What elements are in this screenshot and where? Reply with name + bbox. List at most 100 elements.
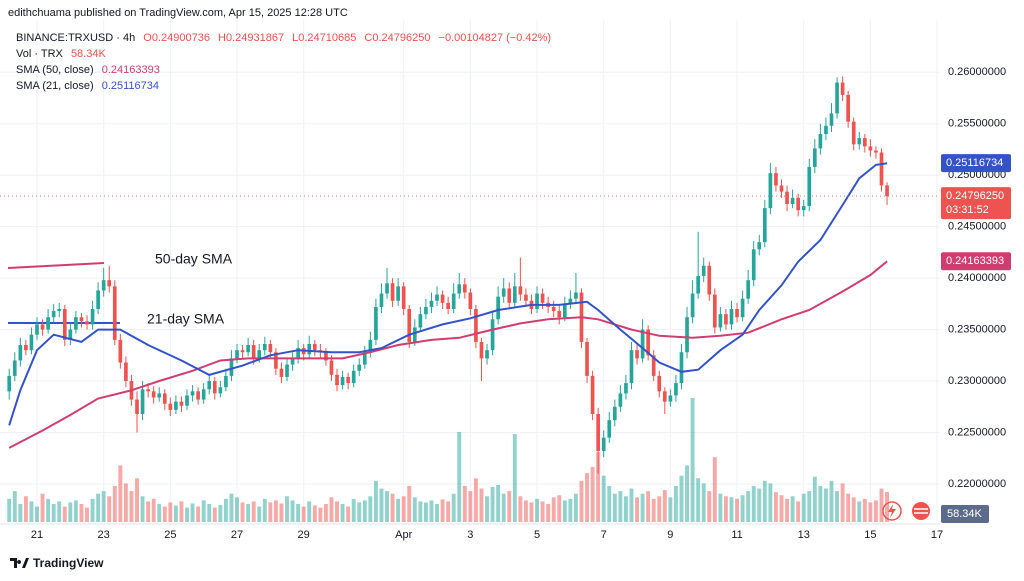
volume-bar — [135, 478, 139, 522]
volume-bar — [601, 475, 606, 522]
legend-row: BINANCE:TRXUSD · 4h O0.24900736 H0.24931… — [16, 30, 556, 46]
volume-bar — [212, 507, 217, 522]
candle-body — [607, 420, 612, 438]
legend-sma21-value: 0.25116734 — [101, 80, 160, 92]
candle-body — [624, 383, 628, 394]
candle-body — [724, 314, 728, 325]
volume-bar — [773, 492, 778, 522]
x-tick-label: 9 — [667, 529, 673, 541]
candle-body — [290, 358, 295, 365]
candle-body — [729, 308, 734, 325]
volume-bar — [696, 478, 701, 522]
price-label-box — [941, 252, 1011, 271]
candle-body — [235, 350, 239, 359]
sma50-annotation: 50-day SMA — [155, 251, 233, 267]
volume-bar — [329, 497, 334, 522]
volume-bar — [335, 501, 339, 522]
volume-bar — [873, 500, 878, 522]
volume-bar — [396, 498, 401, 522]
volume-bar — [179, 501, 184, 522]
volume-bar — [651, 498, 656, 522]
x-tick-label: 17 — [931, 529, 943, 541]
volume-bar — [296, 503, 301, 522]
volume-bar — [196, 506, 201, 522]
candle-body — [718, 314, 723, 328]
volume-title: Vol · TRX — [16, 48, 63, 60]
candle-body — [674, 383, 678, 396]
volume-bar — [190, 503, 195, 522]
volume-bar — [501, 493, 506, 522]
volume-bar — [96, 493, 101, 522]
candle-body — [679, 352, 684, 384]
volume-bar — [62, 506, 67, 522]
candle-body — [885, 185, 889, 197]
volume-bar — [718, 493, 723, 522]
legend-row: SMA (50, close) 0.24163393 — [16, 62, 556, 78]
candle-body — [762, 208, 767, 243]
volume-bar — [273, 500, 278, 522]
candle-body — [18, 345, 23, 361]
volume-bar — [373, 480, 378, 522]
sma-line — [8, 162, 888, 426]
candle-body — [362, 352, 367, 365]
brand-name: TradingView — [33, 556, 104, 570]
candle-body — [329, 360, 334, 375]
volume-bar — [823, 488, 828, 522]
volume-bar — [112, 485, 117, 522]
volume-bar — [768, 483, 773, 522]
candle-body — [796, 197, 800, 211]
volume-bar — [540, 501, 545, 522]
volume-bar — [251, 501, 256, 522]
volume-bar — [618, 491, 623, 522]
volume-bar — [279, 503, 284, 522]
candle-body — [590, 375, 595, 414]
volume-bar — [796, 501, 801, 522]
candle-body — [574, 292, 578, 299]
candle-body — [618, 393, 623, 407]
volume-bar — [801, 493, 806, 522]
volume-bar — [562, 500, 567, 522]
candle-body — [140, 389, 145, 414]
candle-body — [518, 286, 523, 295]
volume-bar — [668, 497, 673, 522]
volume-bar — [790, 496, 795, 522]
volume-bar — [429, 500, 434, 522]
volume-bar — [346, 506, 351, 522]
volume-bar — [118, 465, 123, 522]
volume-bar — [46, 498, 51, 522]
candle-body — [440, 294, 445, 303]
candle-body — [351, 370, 356, 384]
volume-bar — [312, 505, 317, 522]
price-label-box — [941, 154, 1011, 173]
volume-bar — [462, 485, 467, 522]
volume-bar — [779, 495, 784, 522]
volume-bar — [201, 500, 206, 522]
candle-body — [657, 375, 662, 392]
candle-body — [390, 283, 395, 301]
candle-body — [146, 389, 150, 392]
volume-bar — [807, 491, 812, 522]
volume-bar — [657, 496, 662, 522]
candle-body — [174, 401, 178, 410]
volume-bar — [512, 434, 517, 522]
volume-bar — [79, 503, 84, 522]
candle-body — [346, 376, 350, 384]
candle-body — [585, 341, 589, 376]
volume-bar — [751, 485, 756, 522]
candle-body — [646, 329, 650, 356]
candle-body — [162, 393, 167, 404]
volume-bar — [401, 496, 406, 522]
volume-bar — [268, 502, 273, 522]
volume-bar — [740, 495, 745, 522]
candle-body — [279, 368, 284, 377]
volume-bar — [168, 502, 173, 522]
volume-bar — [607, 485, 612, 522]
candle-body — [12, 360, 17, 376]
candle-body — [268, 343, 273, 353]
volume-bar — [390, 493, 395, 522]
volume-bar — [490, 487, 495, 522]
candle-body — [785, 191, 789, 205]
volume-bar — [590, 466, 595, 522]
candle-body — [24, 345, 28, 351]
candle-body — [812, 148, 817, 167]
